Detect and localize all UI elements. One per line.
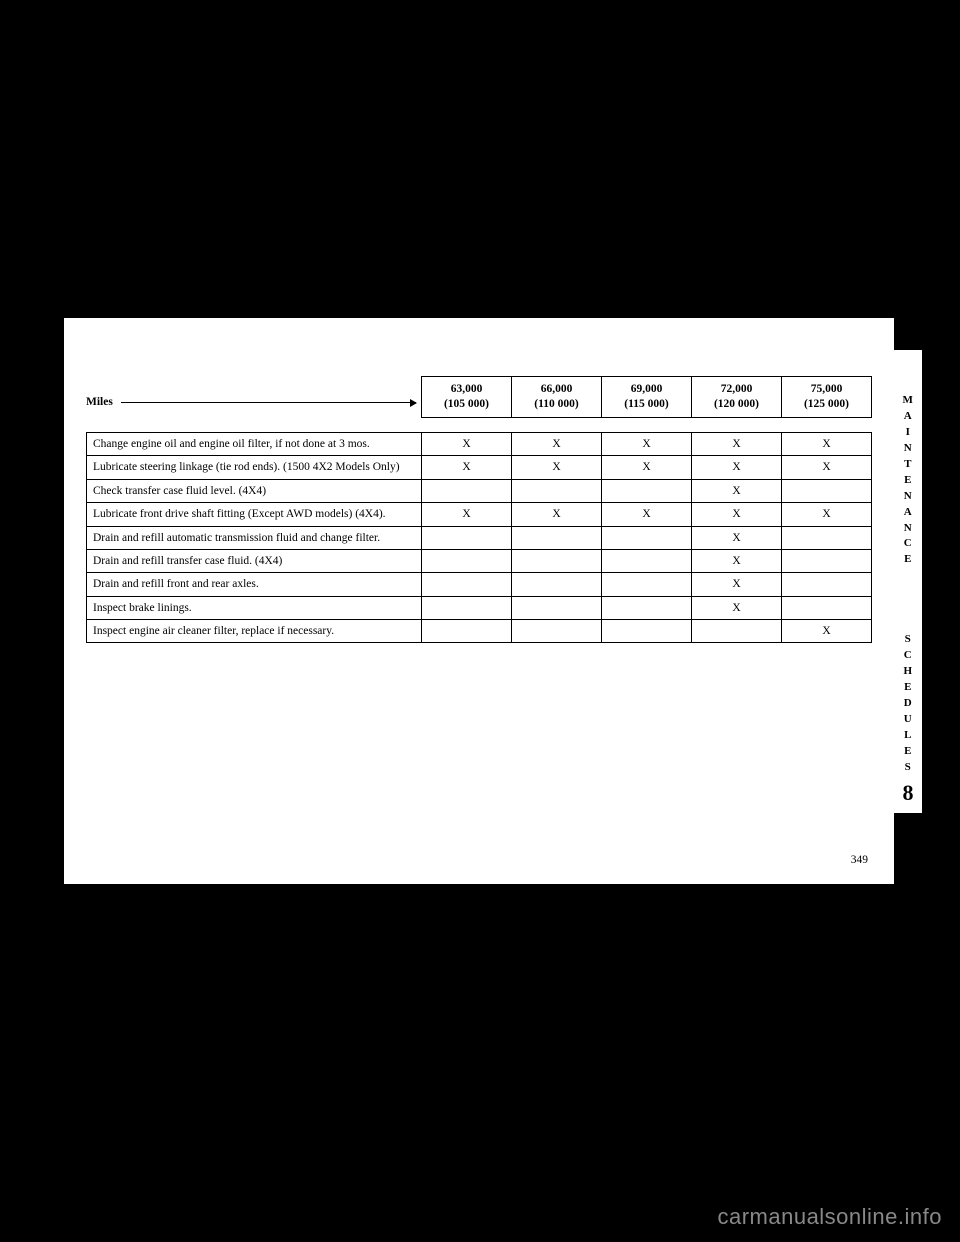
maintenance-mark <box>602 620 692 643</box>
maintenance-desc: Inspect brake linings. <box>87 596 422 619</box>
maintenance-mark: X <box>692 573 782 596</box>
maintenance-mark <box>422 479 512 502</box>
maintenance-mark <box>512 479 602 502</box>
maintenance-mark: X <box>692 479 782 502</box>
maintenance-mark: X <box>422 503 512 526</box>
table-row: Lubricate steering linkage (tie rod ends… <box>87 456 872 479</box>
maintenance-mark: X <box>692 456 782 479</box>
maintenance-mark <box>782 596 872 619</box>
table-row: Drain and refill automatic transmission … <box>87 526 872 549</box>
table-row: Change engine oil and engine oil filter,… <box>87 433 872 456</box>
maintenance-mark <box>602 596 692 619</box>
maintenance-desc: Drain and refill automatic transmission … <box>87 526 422 549</box>
maintenance-desc: Drain and refill transfer case fluid. (4… <box>87 549 422 572</box>
maintenance-mark: X <box>782 620 872 643</box>
section-number: 8 <box>903 780 914 806</box>
maintenance-mark <box>782 549 872 572</box>
table-row: Check transfer case fluid level. (4X4) X <box>87 479 872 502</box>
maintenance-mark: X <box>692 433 782 456</box>
maintenance-mark: X <box>782 456 872 479</box>
maintenance-mark: X <box>692 503 782 526</box>
maintenance-mark <box>782 479 872 502</box>
maintenance-mark: X <box>692 549 782 572</box>
maintenance-mark <box>512 526 602 549</box>
maintenance-mark <box>692 620 782 643</box>
mileage-header-table: 63,000(105 000)66,000(110 000)69,000(115… <box>421 376 872 418</box>
mileage-cell: 75,000(125 000) <box>782 377 872 418</box>
section-tab: MAINTENANCESCHEDULES 8 <box>894 350 922 813</box>
maintenance-mark: X <box>692 596 782 619</box>
maintenance-mark <box>782 573 872 596</box>
maintenance-mark: X <box>602 456 692 479</box>
mileage-cell: 69,000(115 000) <box>602 377 692 418</box>
maintenance-mark <box>602 573 692 596</box>
maintenance-mark: X <box>782 433 872 456</box>
maintenance-mark <box>512 549 602 572</box>
maintenance-desc: Drain and refill front and rear axles. <box>87 573 422 596</box>
maintenance-mark: X <box>422 456 512 479</box>
mileage-cell: 72,000(120 000) <box>692 377 782 418</box>
maintenance-mark <box>512 596 602 619</box>
maintenance-desc: Inspect engine air cleaner filter, repla… <box>87 620 422 643</box>
watermark-text: carmanualsonline.info <box>717 1204 942 1230</box>
maintenance-mark: X <box>512 456 602 479</box>
maintenance-mark <box>602 526 692 549</box>
maintenance-mark: X <box>422 433 512 456</box>
maintenance-mark: X <box>782 503 872 526</box>
table-row: Inspect engine air cleaner filter, repla… <box>87 620 872 643</box>
miles-label: Miles <box>86 396 113 408</box>
table-row: Drain and refill front and rear axles. X <box>87 573 872 596</box>
maintenance-desc: Lubricate front drive shaft fitting (Exc… <box>87 503 422 526</box>
maintenance-mark <box>782 526 872 549</box>
miles-arrow <box>121 402 416 403</box>
maintenance-desc: Check transfer case fluid level. (4X4) <box>87 479 422 502</box>
maintenance-mark <box>422 573 512 596</box>
maintenance-mark: X <box>512 503 602 526</box>
maintenance-mark: X <box>602 433 692 456</box>
maintenance-mark: X <box>692 526 782 549</box>
maintenance-mark: X <box>512 433 602 456</box>
maintenance-mark <box>512 620 602 643</box>
maintenance-mark: X <box>602 503 692 526</box>
maintenance-mark <box>512 573 602 596</box>
table-row: Inspect brake linings. X <box>87 596 872 619</box>
mileage-cell: 66,000(110 000) <box>512 377 602 418</box>
maintenance-desc: Lubricate steering linkage (tie rod ends… <box>87 456 422 479</box>
maintenance-mark <box>602 549 692 572</box>
maintenance-mark <box>422 549 512 572</box>
maintenance-mark <box>422 526 512 549</box>
maintenance-table: Change engine oil and engine oil filter,… <box>86 432 872 643</box>
mileage-cell: 63,000(105 000) <box>422 377 512 418</box>
maintenance-desc: Change engine oil and engine oil filter,… <box>87 433 422 456</box>
maintenance-mark <box>422 620 512 643</box>
maintenance-mark <box>602 479 692 502</box>
table-row: Lubricate front drive shaft fitting (Exc… <box>87 503 872 526</box>
table-row: Drain and refill transfer case fluid. (4… <box>87 549 872 572</box>
maintenance-mark <box>422 596 512 619</box>
page-number: 349 <box>851 854 868 866</box>
